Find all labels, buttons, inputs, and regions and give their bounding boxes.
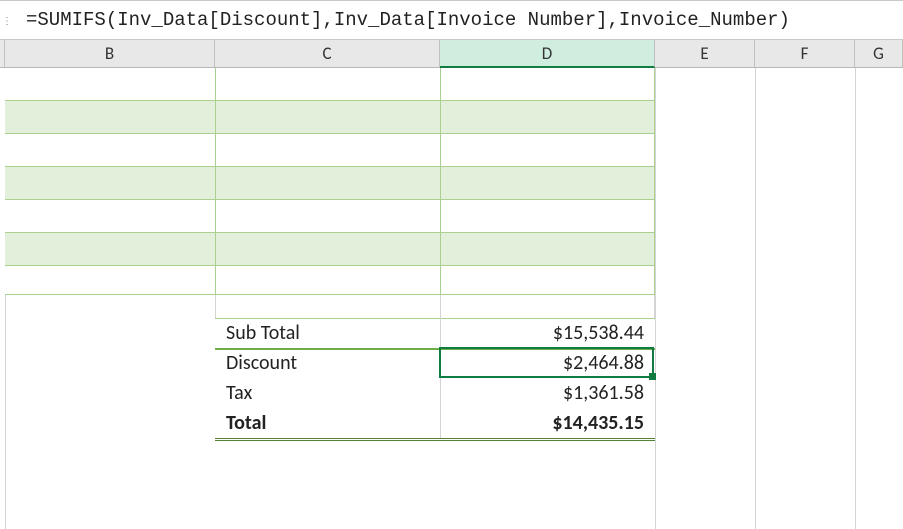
value-discount[interactable]: $2,464.88 (440, 348, 650, 378)
value-subtotal[interactable]: $15,538.44 (440, 318, 650, 348)
label-total: Total (220, 408, 266, 438)
table-row[interactable] (5, 266, 655, 295)
column-header-e[interactable]: E (655, 40, 755, 67)
table-row[interactable] (5, 200, 655, 233)
label-discount: Discount (220, 348, 297, 378)
formula-bar-text[interactable]: =SUMIFS(Inv_Data[Discount],Inv_Data[Invo… (12, 9, 790, 31)
column-header-row: B C D E F G (0, 40, 903, 68)
rule-total-bottom (215, 438, 655, 441)
column-header-b[interactable]: B (5, 40, 215, 67)
gridline-v (855, 68, 856, 529)
label-tax: Tax (220, 378, 252, 408)
table-row[interactable] (5, 134, 655, 167)
formula-bar[interactable]: ⋮ =SUMIFS(Inv_Data[Discount],Inv_Data[In… (0, 0, 903, 40)
table-row[interactable] (5, 295, 655, 318)
value-tax[interactable]: $1,361.58 (440, 378, 650, 408)
column-header-f[interactable]: F (755, 40, 855, 67)
table-row[interactable] (5, 68, 655, 101)
value-total[interactable]: $14,435.15 (440, 408, 650, 438)
gridline-v (755, 68, 756, 529)
gridline-v (655, 68, 656, 529)
gridline-v (655, 318, 656, 438)
table-row[interactable] (5, 233, 655, 266)
table-row[interactable] (5, 167, 655, 200)
column-header-d[interactable]: D (440, 40, 655, 68)
formula-bar-handle-icon: ⋮ (2, 14, 12, 27)
label-subtotal: Sub Total (220, 318, 300, 348)
table-row[interactable] (5, 101, 655, 134)
column-header-g[interactable]: G (855, 40, 903, 67)
column-header-c[interactable]: C (215, 40, 440, 67)
worksheet-grid[interactable]: Sub Total Discount Tax Total $15,538.44 … (0, 68, 903, 529)
